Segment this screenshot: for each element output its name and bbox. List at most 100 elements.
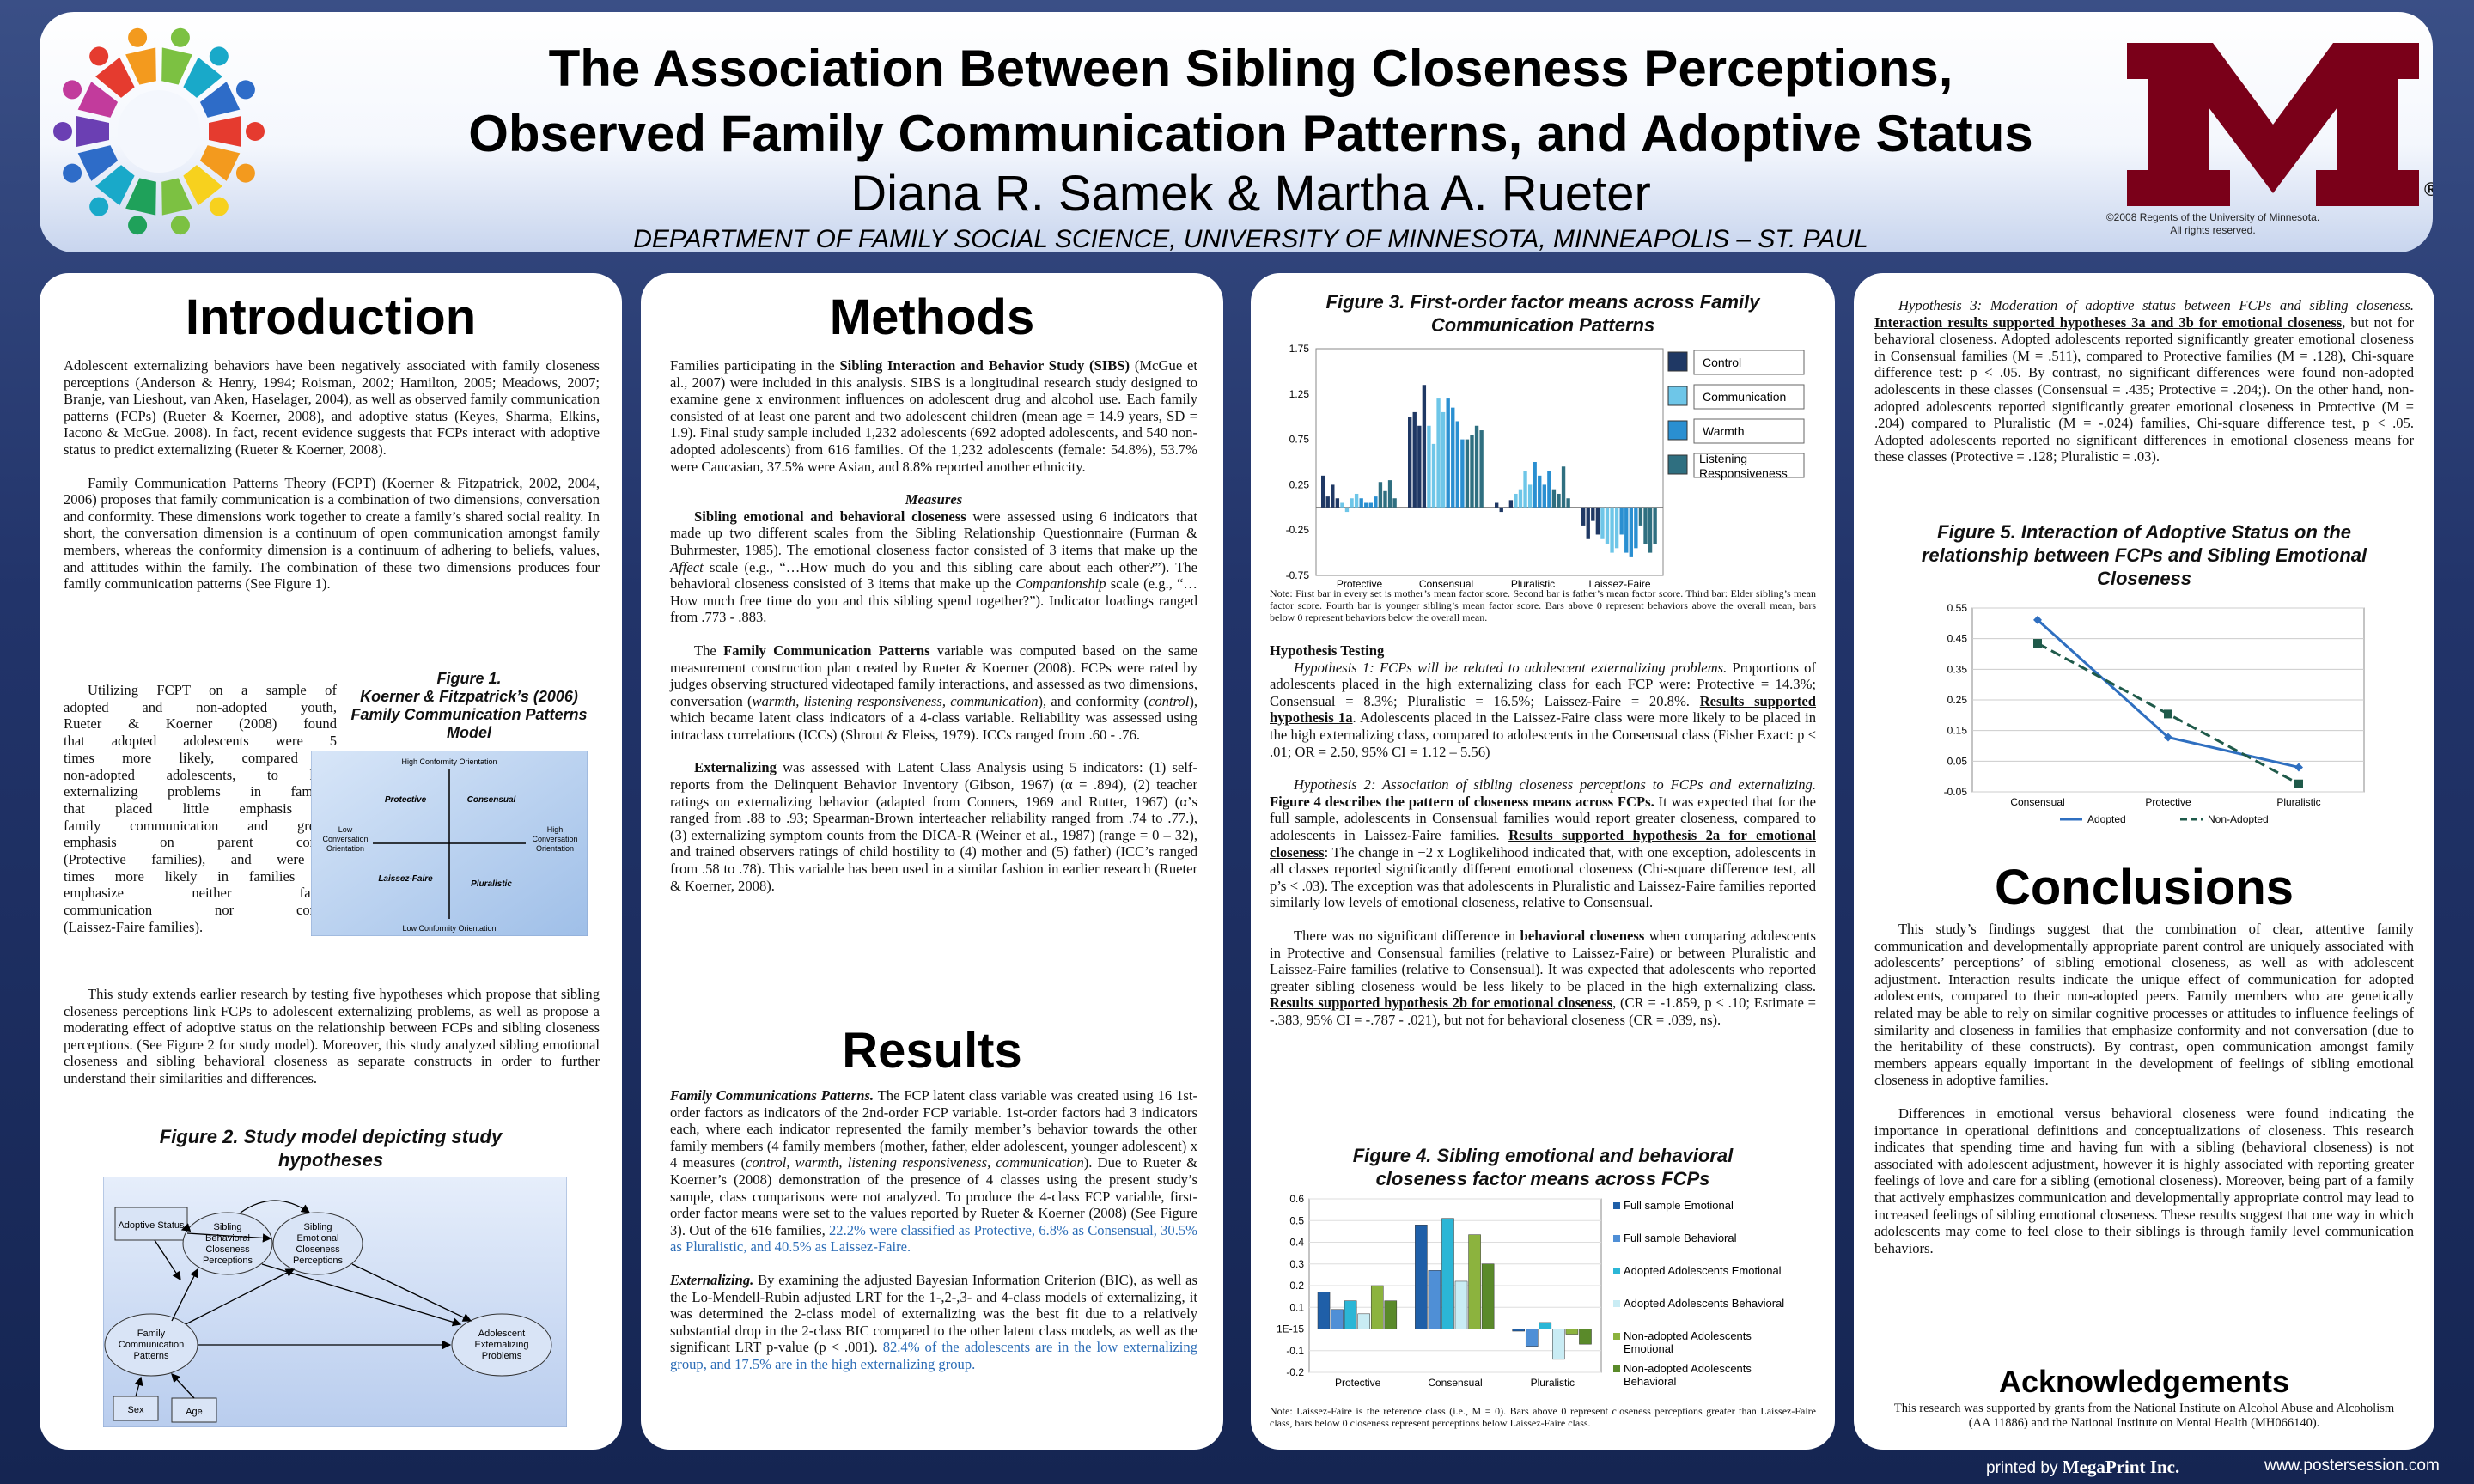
person-figure xyxy=(63,80,119,118)
legend-label: Full sample Behavioral xyxy=(1624,1232,1737,1244)
figure5-title-line: Figure 5. Interaction of Adoptive Status… xyxy=(1937,521,2351,543)
bar xyxy=(1384,1300,1398,1329)
bar xyxy=(1566,498,1570,508)
copyright-line: All rights reserved. xyxy=(2170,224,2256,236)
intro-text-line: that adopted adolescents were 5 xyxy=(64,733,337,750)
bar xyxy=(1468,1234,1481,1329)
bar xyxy=(1325,496,1330,508)
y-tick-label: 0.4 xyxy=(1289,1237,1304,1249)
intro-text-line: adopted and non-adopted youth, xyxy=(64,698,337,715)
methods-paragraph: Families participating in the Sibling In… xyxy=(670,357,1197,475)
bar xyxy=(1378,482,1383,508)
fig2-sbc: Sibling xyxy=(213,1222,241,1232)
bar xyxy=(1508,500,1514,508)
conclusions-paragraph: Differences in emotional versus behavior… xyxy=(1874,1104,2414,1256)
fig1-label-left: Conversation xyxy=(322,835,368,843)
x-tick-label: Pluralistic xyxy=(1531,1377,1575,1389)
bar xyxy=(1499,507,1503,513)
methods-results-panel: Methods Families participating in the Si… xyxy=(641,273,1223,1450)
legend-label: Listening xyxy=(1699,452,1747,465)
printed-by-label: printed by xyxy=(1986,1459,2058,1477)
figure1-fcp-model: High Conformity Orientation Low Conformi… xyxy=(311,751,588,936)
bar xyxy=(1610,507,1614,553)
legend-label: Control xyxy=(1703,356,1741,369)
bar xyxy=(1387,480,1392,508)
intro-paragraph: Adolescent externalizing behaviors have … xyxy=(64,357,600,458)
measures-heading: Measures xyxy=(905,491,963,508)
y-tick-label: 0.2 xyxy=(1289,1280,1304,1292)
intro-text-line: Rueter & Koerner (2008) found xyxy=(64,715,337,733)
legend-label: Warmth xyxy=(1703,424,1744,438)
figure2-title-line: hypotheses xyxy=(277,1149,384,1171)
bar xyxy=(1619,507,1624,535)
bar xyxy=(1653,507,1657,544)
bar xyxy=(1370,1285,1384,1329)
introduction-panel: Introduction Adolescent externalizing be… xyxy=(40,273,622,1450)
fig1-label-top: High Conformity Orientation xyxy=(401,757,497,766)
x-tick-label: Consensual xyxy=(1428,1377,1482,1389)
bar xyxy=(1634,507,1638,549)
bar xyxy=(1600,507,1605,539)
fig2-sec: Closeness xyxy=(296,1244,340,1255)
legend-box xyxy=(1693,453,1805,478)
legend-swatch xyxy=(1667,454,1688,475)
copyright-note: ©2008 Regents of the University of Minne… xyxy=(2084,211,2342,237)
hypothesis-panel: Figure 3. First-order factor means acros… xyxy=(1251,273,1835,1450)
methods-title: Methods xyxy=(829,289,1035,345)
bar xyxy=(1605,507,1610,544)
fig2-sec: Perceptions xyxy=(293,1256,344,1266)
legend-swatch xyxy=(1667,386,1688,406)
figure1-title-line: Koerner & Fitzpatrick’s (2006) xyxy=(360,688,578,705)
legend-label: Non-adopted Adolescents xyxy=(1624,1362,1752,1375)
results-title: Results xyxy=(842,1023,1022,1079)
figure3-title-line: Communication Patterns xyxy=(1430,314,1655,336)
fig2-adoptive-status: Adoptive Status xyxy=(118,1220,185,1231)
printed-by: printed by MegaPrint Inc. xyxy=(1986,1457,2179,1478)
data-point xyxy=(2164,709,2172,719)
fig1-label-bottom: Low Conformity Orientation xyxy=(402,924,496,933)
legend-label: Adopted Adolescents Behavioral xyxy=(1624,1297,1784,1310)
y-tick-label: 1.75 xyxy=(1289,343,1310,355)
conclusions-paragraph: This study’s findings suggest that the c… xyxy=(1874,921,2414,1089)
figure1-title-line: Figure 1. xyxy=(436,670,502,687)
y-tick-label: 0.55 xyxy=(1947,602,1968,614)
legend-label: Full sample Emotional xyxy=(1624,1199,1734,1212)
person-figure xyxy=(199,145,255,183)
legend-label: Non-Adopted xyxy=(2208,813,2269,825)
bar xyxy=(1354,493,1359,508)
person-figure xyxy=(183,165,229,216)
x-tick-label: Protective xyxy=(2145,796,2191,808)
bar xyxy=(1591,507,1595,521)
fig2-fcp: Communication xyxy=(119,1340,184,1350)
y-tick-label: 0.45 xyxy=(1947,633,1968,645)
data-point xyxy=(2033,615,2042,624)
y-tick-label: 1.25 xyxy=(1289,388,1310,400)
introduction-title: Introduction xyxy=(185,289,477,345)
bar xyxy=(1436,398,1441,508)
figure4-note: Note: Laissez-Faire is the reference cla… xyxy=(1270,1405,1816,1429)
legend-label: Adopted Adolescents Emotional xyxy=(1624,1264,1782,1277)
fig2-aep: Adolescent xyxy=(478,1329,525,1339)
y-tick-label: 0.35 xyxy=(1947,663,1968,675)
bar xyxy=(1551,489,1557,508)
legend-label: Non-adopted Adolescents xyxy=(1624,1329,1752,1342)
bar xyxy=(1417,425,1422,508)
y-tick-label: 1E-15 xyxy=(1277,1323,1304,1335)
figure5-title-line: Closeness xyxy=(2096,568,2192,589)
y-tick-label: 0.25 xyxy=(1289,478,1310,490)
university-m-logo xyxy=(2127,43,2419,206)
x-tick-label: Pluralistic xyxy=(2276,796,2320,808)
bar xyxy=(1474,425,1479,508)
bar xyxy=(1415,1225,1428,1329)
logo-center xyxy=(118,90,200,173)
bar xyxy=(1523,471,1527,508)
figure4-title-line: closeness factor means across FCPs xyxy=(1375,1168,1710,1189)
bar xyxy=(1446,398,1450,508)
legend-box xyxy=(1693,350,1805,375)
poster-header: The Association Between Sibling Closenes… xyxy=(40,12,2433,252)
printer-url[interactable]: www.postersession.com xyxy=(2264,1457,2440,1475)
bar xyxy=(1321,475,1325,508)
methods-paragraph: The Family Communication Patterns variab… xyxy=(670,642,1197,743)
bar xyxy=(1441,411,1446,508)
bar xyxy=(1422,385,1427,508)
